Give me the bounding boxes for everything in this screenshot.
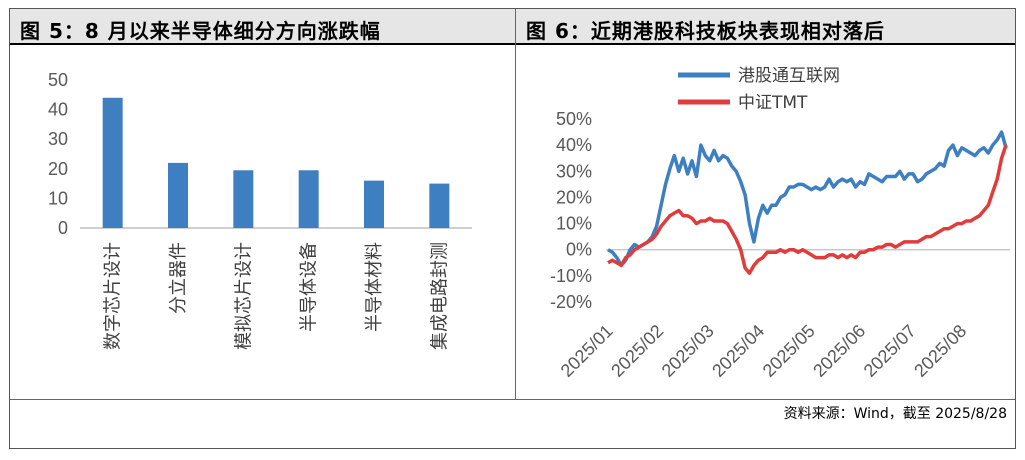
y-tick-label: -10% — [550, 266, 592, 286]
y-tick-label: 40 — [48, 100, 68, 120]
y-tick-label: 0% — [566, 240, 592, 260]
line-chart: -20%-10%0%10%20%30%40%50%2025/012025/022… — [550, 66, 1010, 381]
figure-frame: 图 5：8 月以来半导体细分方向涨跌幅 图 6：近期港股科技板块表现相对落后 资… — [9, 8, 1016, 449]
right-panel-title: 图 6：近期港股科技板块表现相对落后 — [526, 19, 885, 43]
x-tick-label: 半导体设备 — [299, 242, 320, 332]
y-tick-label: 10 — [48, 188, 68, 208]
y-tick-label: 30% — [556, 161, 592, 181]
bar-1 — [102, 97, 123, 228]
left-panel-title: 图 5：8 月以来半导体细分方向涨跌幅 — [20, 19, 381, 43]
y-tick-label: 50 — [48, 70, 68, 90]
x-tick-label: 集成电路封测 — [429, 242, 450, 350]
series-line-1 — [607, 130, 1008, 268]
x-tick-label: 2025/02 — [607, 321, 667, 381]
x-tick-label: 2025/07 — [860, 321, 920, 381]
footer-divider — [10, 399, 1015, 400]
x-tick-label: 2025/03 — [658, 321, 718, 381]
bar-chart: 0 10 20 30 40 50 数字芯片设计 分立器件 模拟芯片设计 半导体设备 半导体材料 集成电… — [48, 70, 472, 350]
y-tick-label: -20% — [550, 292, 592, 312]
bar-3 — [233, 170, 254, 228]
x-tick-label: 2025/04 — [708, 321, 768, 381]
bar-4 — [298, 170, 319, 228]
y-tick-label: 50% — [556, 109, 592, 129]
bar-5 — [364, 180, 384, 228]
x-tick-label: 2025/01 — [557, 321, 617, 381]
bar-2 — [168, 162, 188, 228]
legend-label: 中证TMT — [738, 93, 808, 113]
x-tick-label: 模拟芯片设计 — [233, 242, 254, 350]
y-tick-label: 10% — [556, 214, 592, 234]
source-note: 资料来源：Wind，截至 2025/8/28 — [783, 406, 1007, 422]
series-line-2 — [607, 144, 1008, 275]
y-tick-label: 20% — [556, 187, 592, 207]
x-tick-label: 2025/08 — [910, 321, 970, 381]
y-tick-label: 30 — [48, 129, 68, 149]
title-bar: 图 5：8 月以来半导体细分方向涨跌幅 图 6：近期港股科技板块表现相对落后 — [10, 9, 1015, 45]
bar-6 — [429, 183, 450, 228]
x-tick-label: 分立器件 — [168, 242, 189, 314]
y-tick-label: 20 — [48, 159, 68, 179]
x-tick-label: 半导体材料 — [364, 242, 385, 332]
y-tick-label: 0 — [58, 218, 68, 238]
legend-label: 港股通互联网 — [738, 66, 840, 86]
x-tick-label: 数字芯片设计 — [103, 242, 124, 350]
panel-divider — [515, 9, 516, 399]
x-tick-label: 2025/05 — [759, 321, 819, 381]
y-tick-label: 40% — [556, 135, 592, 155]
x-tick-label: 2025/06 — [809, 321, 869, 381]
